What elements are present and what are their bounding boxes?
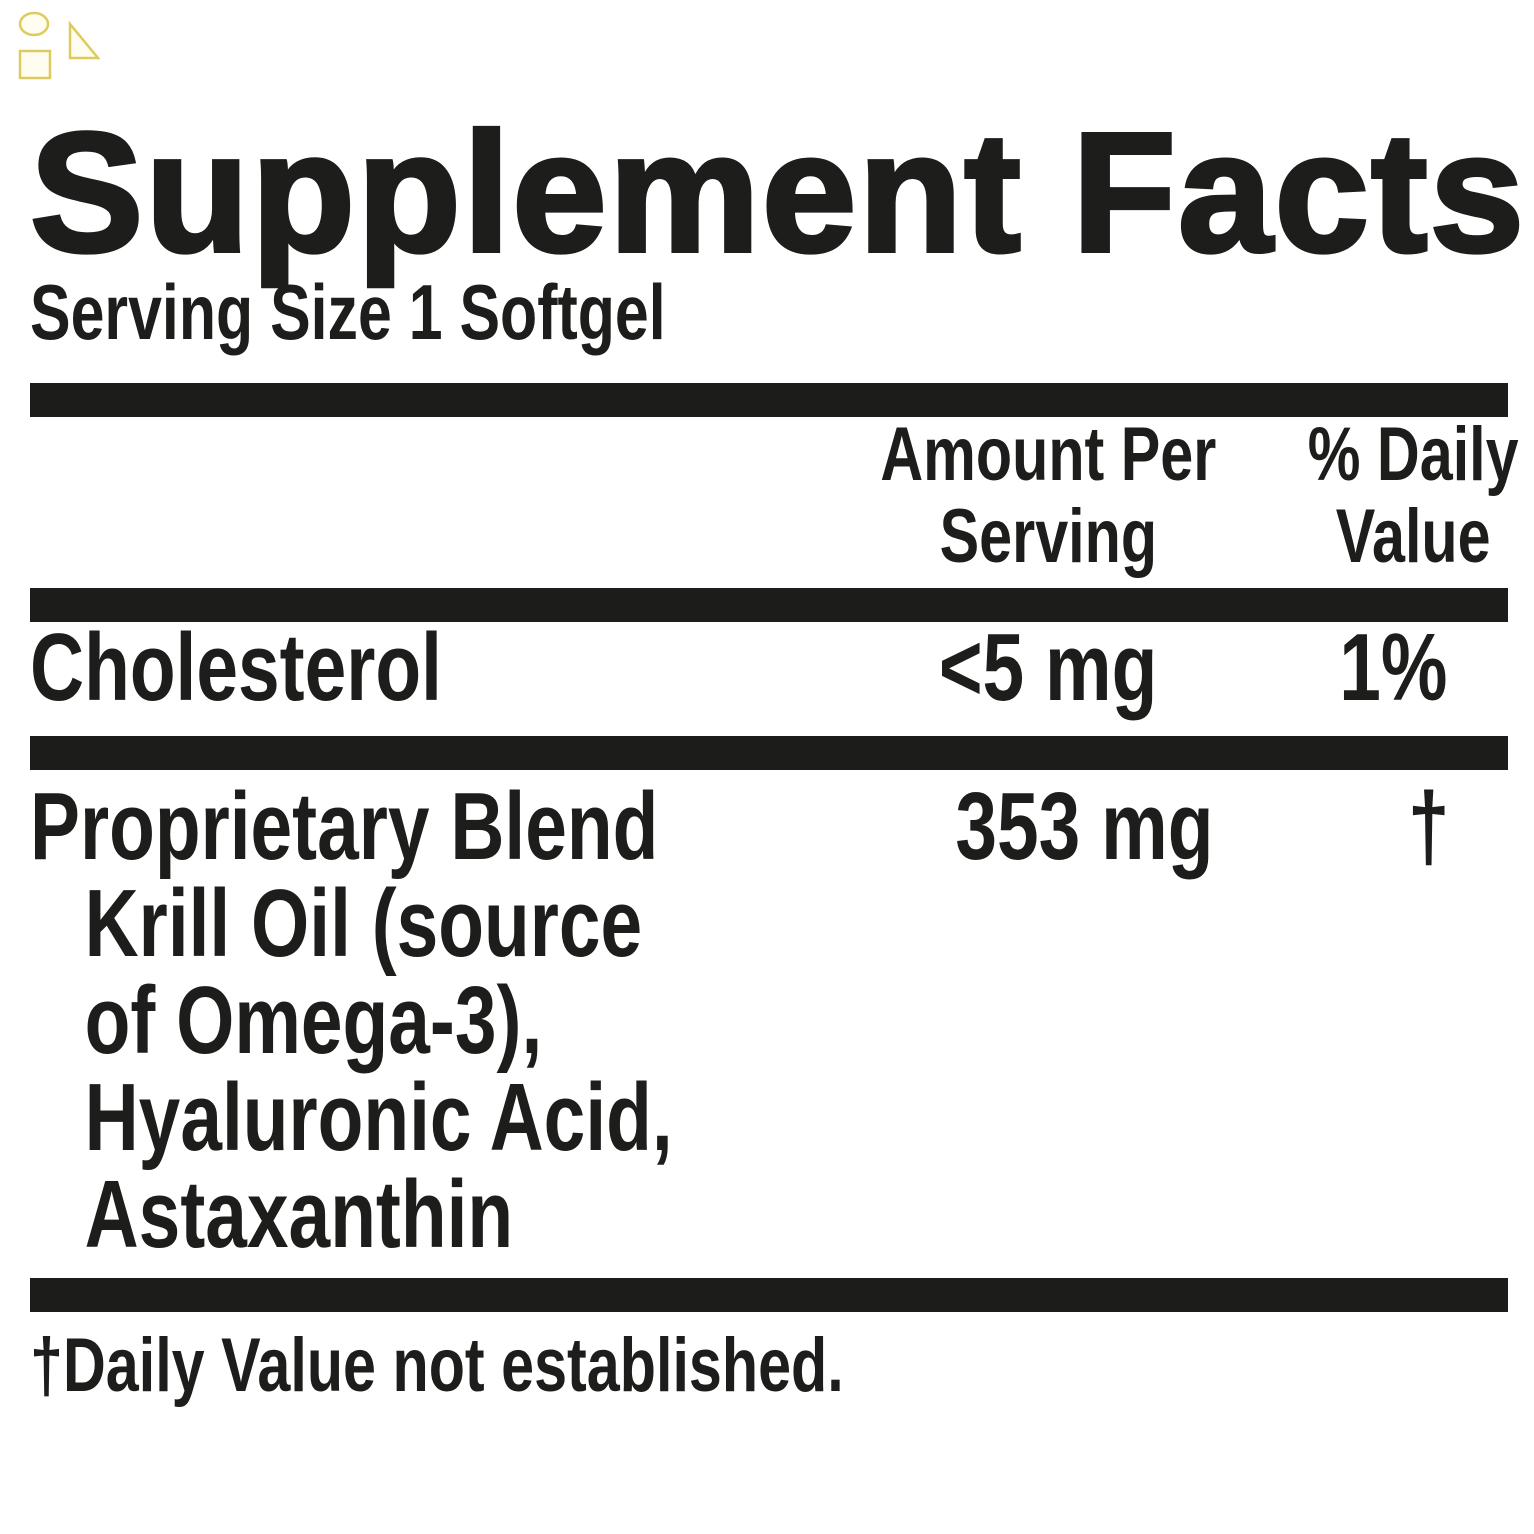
column-header-row: Amount Per Serving % Daily Value — [30, 414, 1519, 579]
rectangle-shape-icon — [18, 49, 52, 80]
serving-size-line: Serving Size 1 Softgel — [30, 272, 1508, 352]
amount-header-line2: Serving — [939, 494, 1157, 579]
label-content: Supplement Facts Serving Size 1 Softgel … — [28, 0, 1527, 1408]
ingredient-name: Proprietary Blend Krill Oil (source of O… — [30, 778, 854, 1263]
percent-daily-value-header: % Daily Value — [1278, 414, 1519, 579]
footnote-text: †Daily Value not established. — [30, 1323, 844, 1408]
page-title: Supplement Facts — [28, 98, 1527, 288]
triangle-shape-icon — [68, 20, 101, 60]
sub-ingredient-line: of Omega-3), — [84, 967, 543, 1074]
proprietary-blend-title: Proprietary Blend — [30, 773, 659, 880]
table-row-cholesterol: Cholesterol <5 mg 1% — [30, 619, 1508, 716]
amount-header-line1: Amount Per — [880, 412, 1216, 497]
sub-ingredient-line: Astaxanthin — [84, 1161, 514, 1268]
dagger-symbol: † — [1408, 773, 1450, 880]
ingredient-name: Cholesterol — [30, 614, 442, 721]
sub-ingredient-line: Krill Oil (source — [84, 870, 643, 977]
ingredient-amount: 353 mg — [954, 773, 1213, 880]
amount-per-serving-header: Amount Per Serving — [818, 414, 1278, 578]
dv-header-line2: Value — [1335, 494, 1491, 579]
footnote: †Daily Value not established. — [30, 1324, 1508, 1408]
ingredient-daily-value: 1% — [1338, 614, 1448, 721]
ingredient-amount: <5 mg — [938, 614, 1158, 721]
rule-bar-mid — [30, 736, 1508, 770]
dv-header-line1: % Daily — [1307, 412, 1519, 497]
rule-bar-bottom — [30, 1278, 1508, 1312]
rule-bar-top — [30, 383, 1508, 417]
table-row-proprietary-blend: Proprietary Blend Krill Oil (source of O… — [30, 778, 1508, 1263]
sub-ingredient-line: Hyaluronic Acid, — [84, 1064, 673, 1171]
rule-bar-header — [30, 588, 1508, 622]
serving-size-text: Serving Size 1 Softgel — [30, 268, 666, 356]
decorative-shapes — [18, 11, 101, 80]
ellipse-shape-icon — [18, 11, 50, 37]
